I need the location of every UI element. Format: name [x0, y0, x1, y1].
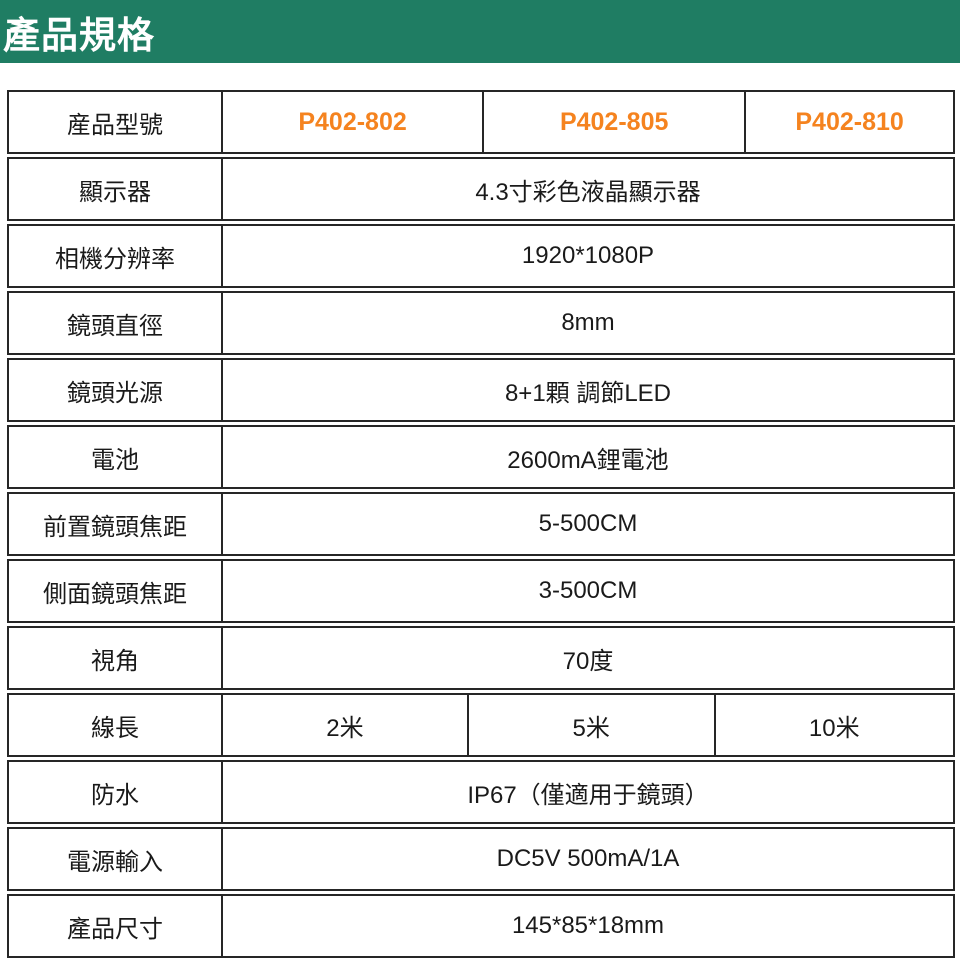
table-row-battery: 電池 2600mA鋰電池 [7, 425, 955, 489]
spec-table: 産品型號 P402-802 P402-805 P402-810 顯示器 4.3寸… [7, 90, 955, 958]
row-label-lens-light: 鏡頭光源 [9, 360, 223, 420]
section-title: 產品規格 [3, 14, 155, 56]
table-row-product-size: 產品尺寸 145*85*18mm [7, 894, 955, 958]
row-label-display: 顯示器 [9, 159, 223, 219]
cable-length-cell-1: 2米 [326, 714, 364, 742]
table-row-resolution: 相機分辨率 1920*1080P [7, 224, 955, 288]
model-cell-1: P402-802 [298, 107, 407, 136]
row-label-resolution: 相機分辨率 [9, 226, 223, 286]
model-cell-2: P402-805 [482, 92, 744, 152]
model-cell-3: P402-810 [744, 92, 953, 152]
row-label-battery: 電池 [9, 427, 223, 487]
table-row-front-focus: 前置鏡頭焦距 5-500CM [7, 492, 955, 556]
row-value-display: 4.3寸彩色液晶顯示器 [475, 178, 701, 206]
row-label-lens-diameter: 鏡頭直徑 [9, 293, 223, 353]
row-label-model: 産品型號 [9, 92, 223, 152]
table-row-model: 産品型號 P402-802 P402-805 P402-810 [7, 90, 955, 154]
row-label-view-angle: 視角 [9, 628, 223, 688]
cable-length-cell-3: 10米 [713, 695, 953, 755]
section-header: 產品規格 [0, 0, 960, 63]
row-label-front-focus: 前置鏡頭焦距 [9, 494, 223, 554]
table-row-waterproof: 防水 IP67（僅適用于鏡頭） [7, 760, 955, 824]
table-row-power-input: 電源輸入 DC5V 500mA/1A [7, 827, 955, 891]
row-value-side-focus: 3-500CM [538, 577, 638, 604]
table-row-cable-length: 線長 2米 5米 10米 [7, 693, 955, 757]
table-row-display: 顯示器 4.3寸彩色液晶顯示器 [7, 157, 955, 221]
row-value-lens-diameter: 8mm [561, 309, 615, 336]
row-value-waterproof: IP67（僅適用于鏡頭） [467, 781, 709, 809]
row-value-product-size: 145*85*18mm [511, 912, 665, 939]
row-label-waterproof: 防水 [9, 762, 223, 822]
row-value-battery: 2600mA鋰電池 [507, 446, 669, 474]
row-label-power-input: 電源輸入 [9, 829, 223, 889]
row-value-resolution: 1920*1080P [521, 242, 655, 269]
row-value-lens-light: 8+1顆 調節LED [504, 379, 672, 407]
table-row-lens-light: 鏡頭光源 8+1顆 調節LED [7, 358, 955, 422]
row-label-side-focus: 側面鏡頭焦距 [9, 561, 223, 621]
table-row-side-focus: 側面鏡頭焦距 3-500CM [7, 559, 955, 623]
row-value-front-focus: 5-500CM [538, 510, 638, 537]
cable-length-cell-2: 5米 [466, 695, 714, 755]
table-row-view-angle: 視角 70度 [7, 626, 955, 690]
row-label-cable-length: 線長 [9, 695, 223, 755]
row-value-power-input: DC5V 500mA/1A [496, 845, 680, 872]
table-row-lens-diameter: 鏡頭直徑 8mm [7, 291, 955, 355]
row-value-view-angle: 70度 [562, 647, 614, 675]
row-label-product-size: 產品尺寸 [9, 896, 223, 956]
